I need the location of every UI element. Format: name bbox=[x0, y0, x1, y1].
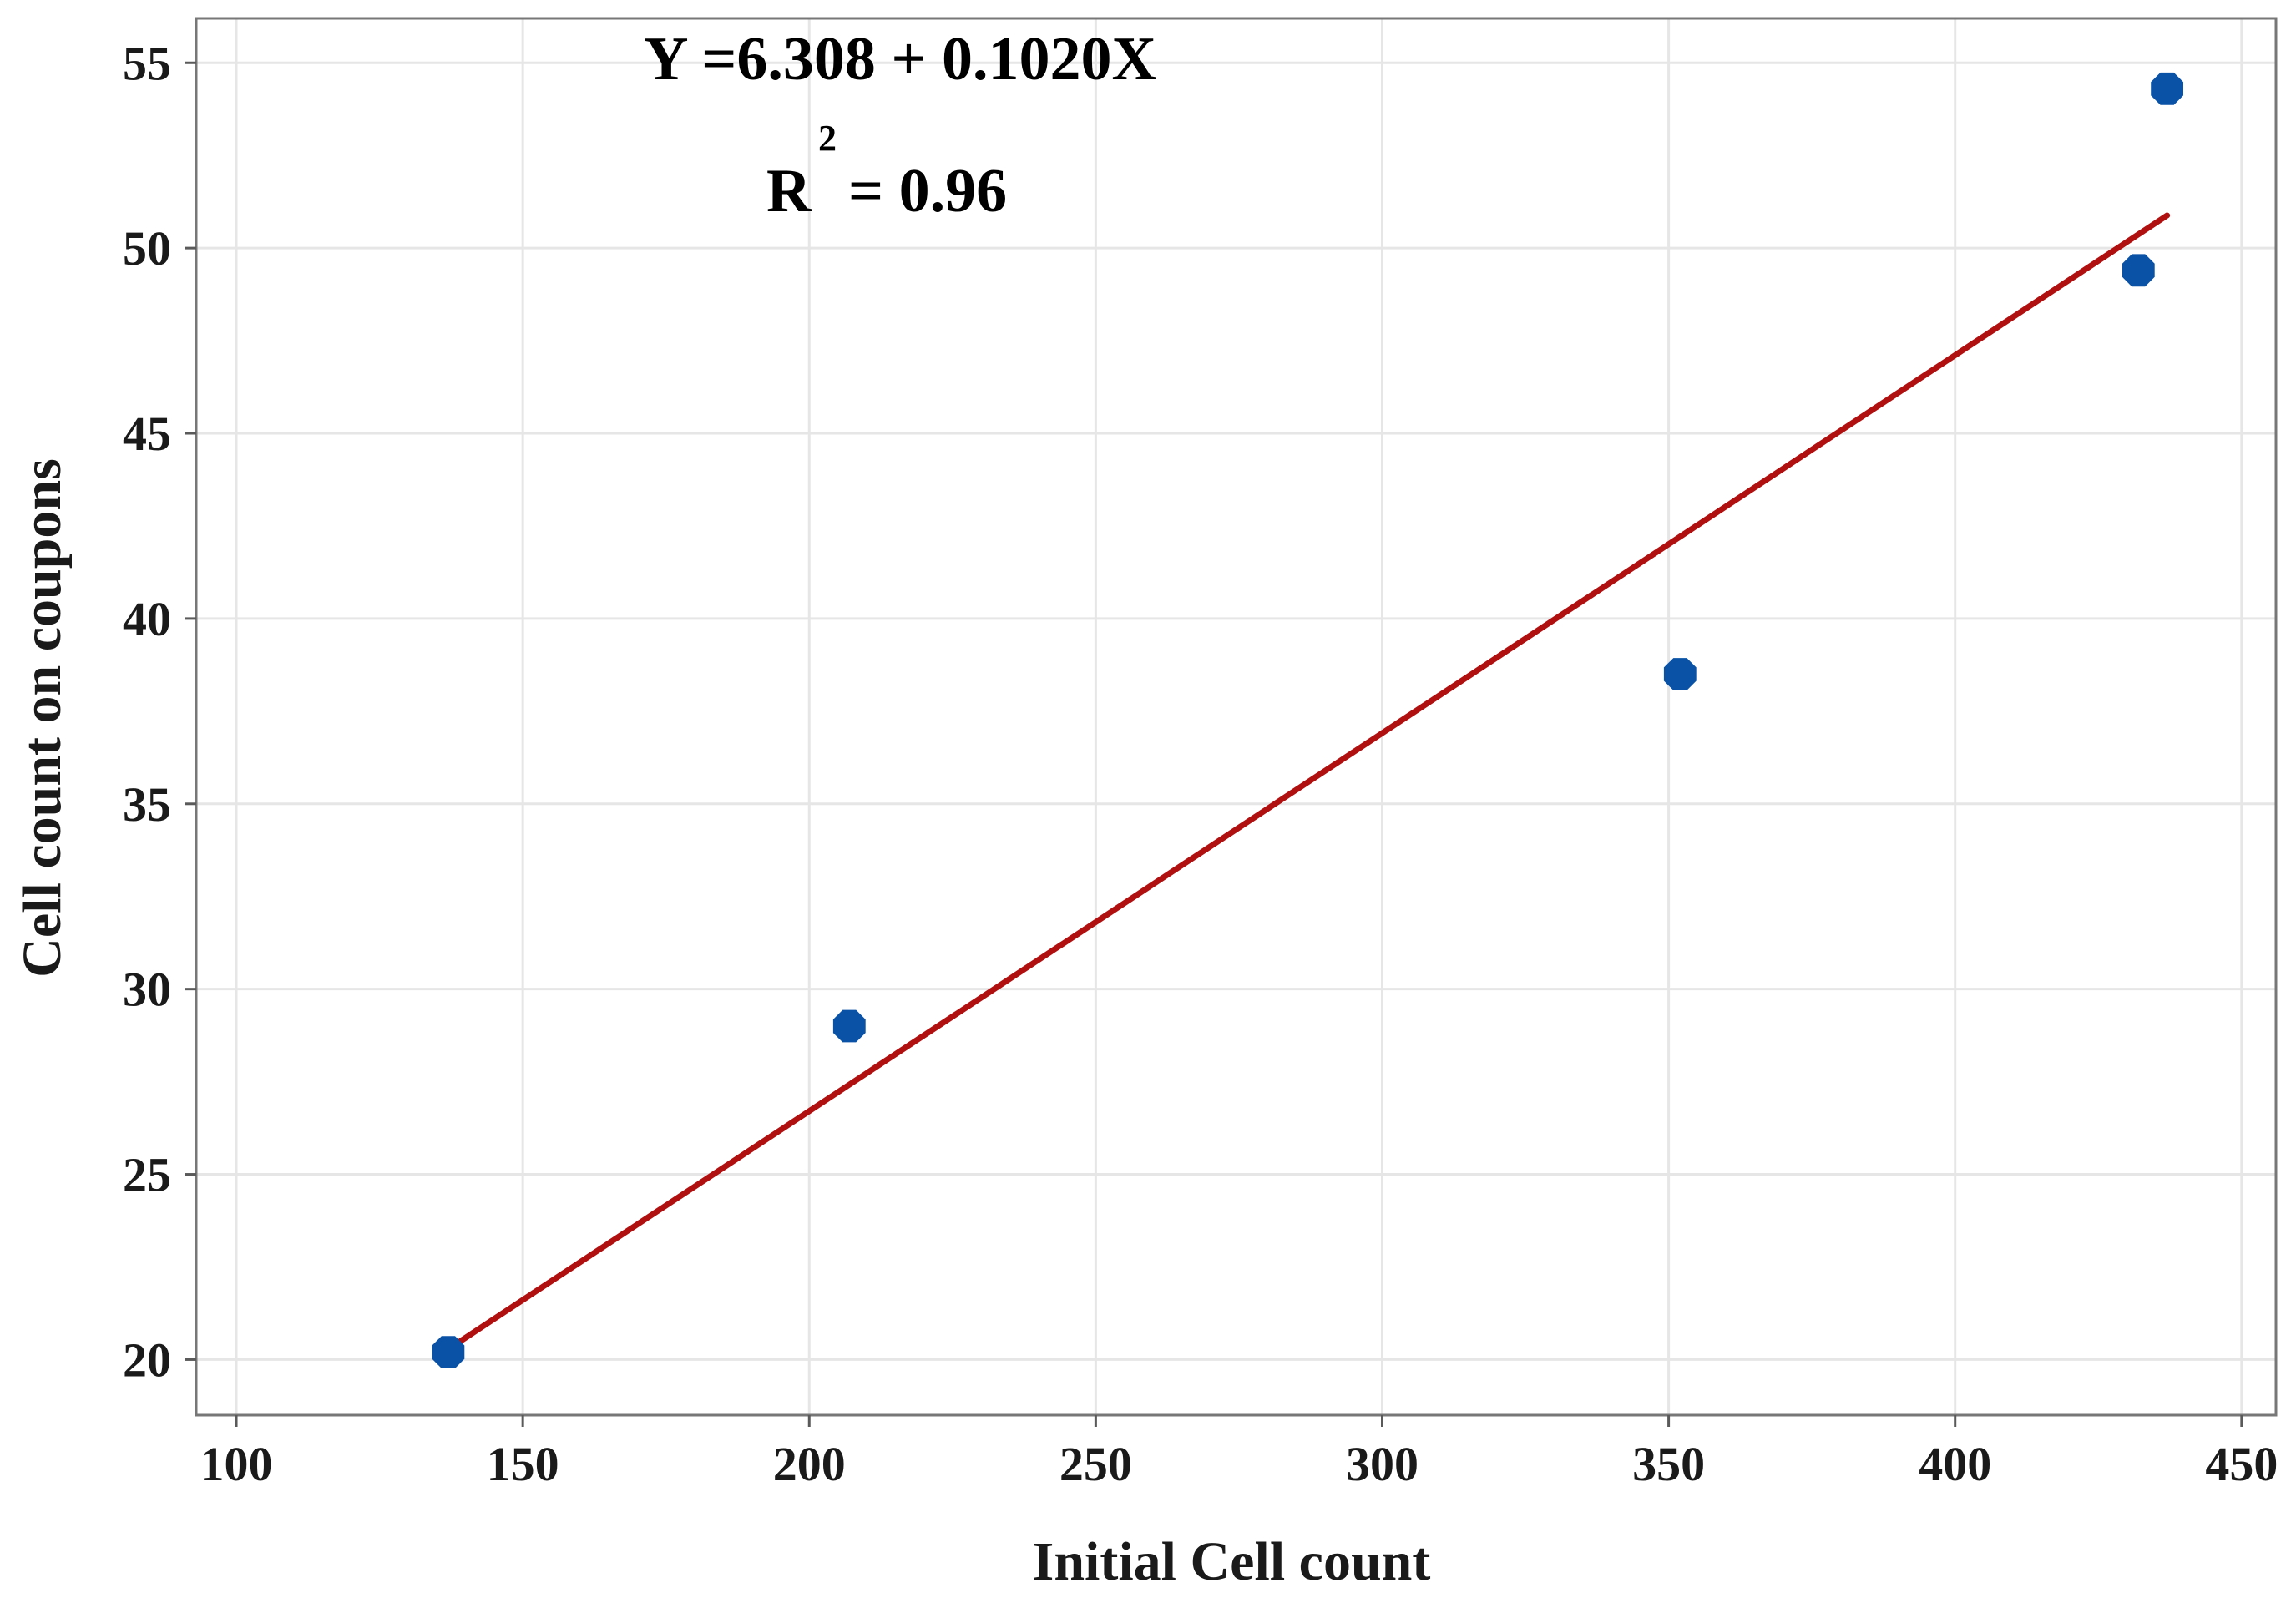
x-tick-label: 200 bbox=[773, 1437, 846, 1491]
data-point bbox=[1663, 658, 1697, 690]
y-tick-label: 55 bbox=[123, 36, 171, 90]
x-axis-title: Initial Cell count bbox=[1033, 1531, 1431, 1592]
y-tick-labels: 20 25 30 35 40 45 50 55 bbox=[123, 36, 171, 1387]
regression-equation: Y =6.308 + 0.1020X bbox=[644, 25, 1156, 94]
y-tick-label: 20 bbox=[123, 1332, 171, 1387]
y-tick-label: 30 bbox=[123, 963, 171, 1017]
x-tick-label: 250 bbox=[1059, 1437, 1132, 1491]
axis-ticks bbox=[185, 61, 2243, 1427]
r-squared-value: = 0.96 bbox=[848, 157, 1007, 225]
data-points bbox=[432, 72, 2183, 1368]
plot-frame bbox=[195, 17, 2278, 1417]
x-tick-label: 450 bbox=[2205, 1437, 2278, 1491]
x-tick-label: 100 bbox=[200, 1437, 273, 1491]
y-tick-label: 50 bbox=[123, 221, 171, 276]
data-point bbox=[2151, 72, 2183, 105]
x-tick-label: 300 bbox=[1346, 1437, 1419, 1491]
y-tick-label: 25 bbox=[123, 1148, 171, 1202]
r-squared-annotation: R 2 = 0.96 bbox=[766, 118, 1007, 225]
r-squared-exponent: 2 bbox=[818, 118, 837, 159]
data-point bbox=[2122, 254, 2155, 287]
y-tick-label: 40 bbox=[123, 592, 171, 646]
x-tick-labels: 100 150 200 250 300 350 400 450 bbox=[200, 1437, 2278, 1491]
data-point bbox=[432, 1336, 465, 1368]
data-point bbox=[832, 1009, 866, 1043]
r-squared-letter: R bbox=[766, 157, 812, 225]
x-tick-label: 400 bbox=[1919, 1437, 1991, 1491]
y-tick-label: 45 bbox=[123, 407, 171, 461]
y-tick-label: 35 bbox=[123, 777, 171, 832]
y-axis-title: Cell count on coupons bbox=[12, 458, 73, 978]
x-tick-label: 350 bbox=[1632, 1437, 1705, 1491]
regression-line bbox=[445, 212, 2171, 1353]
grid bbox=[196, 18, 2276, 1415]
x-tick-label: 150 bbox=[487, 1437, 559, 1491]
